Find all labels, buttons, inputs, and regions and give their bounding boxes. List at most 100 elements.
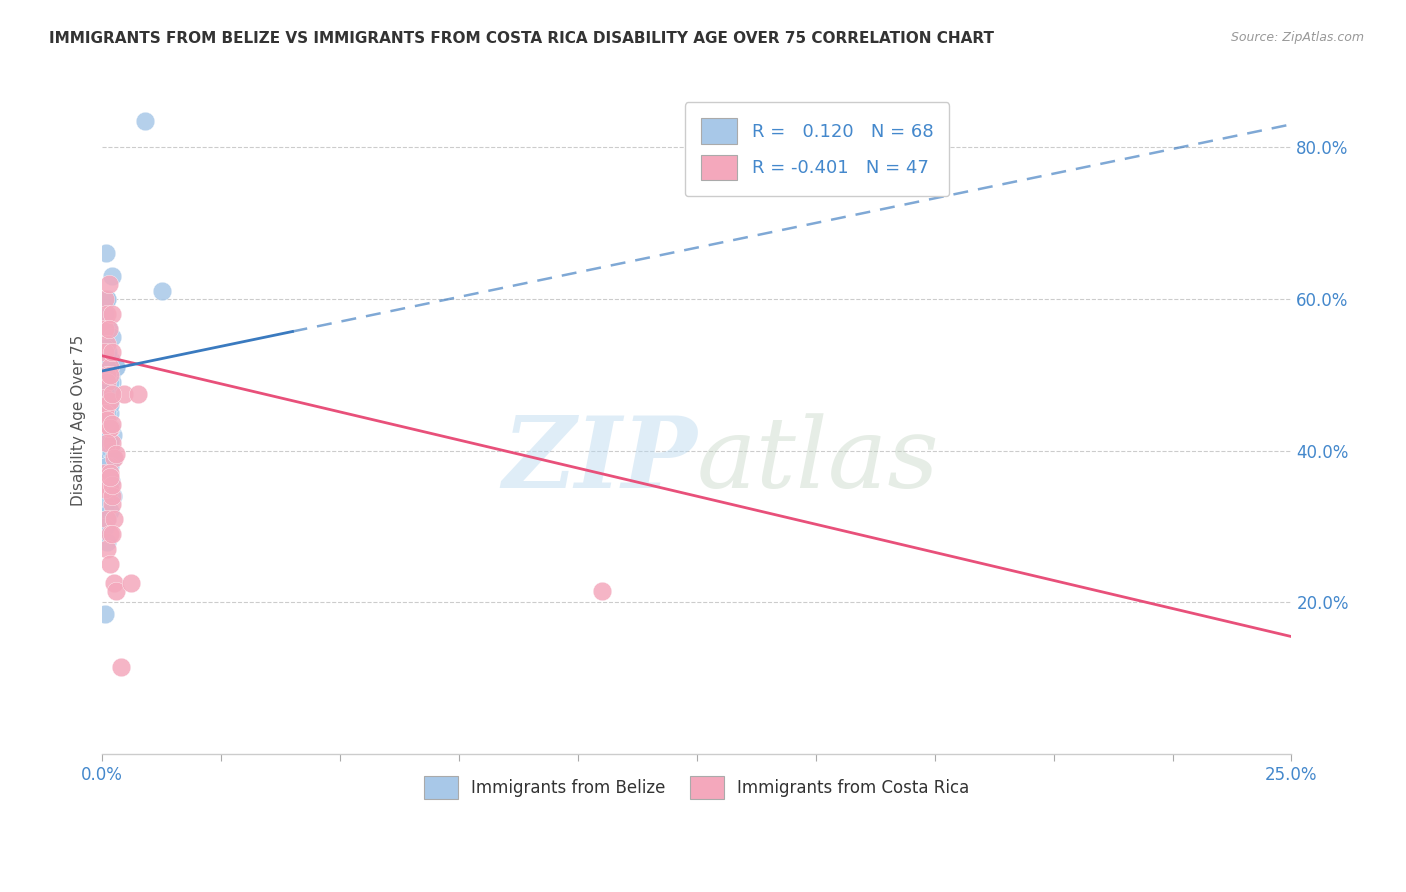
Point [96, 360, 118, 375]
Point [96, 360, 118, 375]
Point [100, 474, 122, 488]
Point [96, 428, 118, 442]
Point [98, 368, 121, 382]
Point [134, 113, 156, 128]
Point [96, 458, 118, 473]
Point [93, 428, 115, 442]
Point [98, 277, 121, 291]
Point [98, 470, 121, 484]
Text: atlas: atlas [697, 413, 939, 508]
Legend: Immigrants from Belize, Immigrants from Costa Rica: Immigrants from Belize, Immigrants from … [411, 763, 983, 813]
Point [150, 285, 173, 299]
Point [101, 489, 124, 503]
Point [96, 368, 118, 382]
Point [98, 322, 121, 336]
Point [93, 482, 115, 496]
Point [96, 436, 118, 450]
Point [100, 383, 122, 397]
Point [97, 391, 120, 405]
Point [96, 467, 118, 481]
Point [101, 428, 124, 442]
Point [98, 458, 121, 473]
Point [98, 398, 121, 412]
Point [93, 413, 115, 427]
Point [96, 376, 118, 390]
Point [94, 398, 117, 412]
Point [98, 360, 121, 375]
Point [93, 341, 115, 355]
Point [105, 360, 128, 375]
Point [98, 467, 121, 481]
Point [93, 337, 115, 351]
Point [100, 307, 122, 321]
Point [96, 292, 118, 306]
Point [96, 398, 118, 412]
Point [93, 474, 115, 488]
Point [96, 482, 118, 496]
Point [100, 269, 122, 284]
Point [98, 436, 121, 450]
Point [100, 345, 122, 359]
Point [96, 512, 118, 526]
Point [100, 497, 122, 511]
Point [98, 322, 121, 336]
Point [100, 386, 122, 401]
Point [100, 527, 122, 541]
Point [96, 534, 118, 549]
Point [100, 352, 122, 367]
Point [96, 458, 118, 473]
Point [96, 383, 118, 397]
Point [97, 398, 120, 412]
Point [96, 307, 118, 321]
Point [93, 467, 115, 481]
Point [94, 368, 117, 382]
Point [93, 383, 115, 397]
Point [96, 406, 118, 420]
Point [100, 417, 122, 431]
Point [93, 607, 115, 621]
Point [96, 413, 118, 427]
Point [98, 482, 121, 496]
Point [96, 421, 118, 435]
Point [103, 512, 125, 526]
Point [105, 360, 128, 375]
Point [93, 497, 115, 511]
Point [93, 352, 115, 367]
Point [93, 451, 115, 466]
Point [98, 376, 121, 390]
Point [96, 391, 118, 405]
Point [127, 386, 149, 401]
Point [100, 368, 122, 382]
Point [96, 337, 118, 351]
Point [94, 307, 117, 321]
Point [98, 394, 121, 409]
Point [112, 386, 135, 401]
Point [93, 482, 115, 496]
Point [94, 360, 117, 375]
Point [103, 451, 125, 466]
Point [96, 512, 118, 526]
Point [94, 322, 117, 336]
Point [98, 421, 121, 435]
Point [94, 246, 117, 260]
Point [98, 383, 121, 397]
Point [93, 376, 115, 390]
Point [96, 443, 118, 458]
Point [98, 527, 121, 541]
Point [98, 406, 121, 420]
Text: ZIP: ZIP [502, 412, 697, 508]
Point [101, 451, 124, 466]
Point [96, 292, 118, 306]
Point [96, 542, 118, 557]
Point [98, 421, 121, 435]
Point [96, 368, 118, 382]
Point [97, 345, 120, 359]
Y-axis label: Disability Age Over 75: Disability Age Over 75 [72, 334, 86, 506]
Point [98, 558, 121, 572]
Point [96, 458, 118, 473]
Point [100, 330, 122, 344]
Point [93, 292, 115, 306]
Point [105, 584, 128, 599]
Point [100, 477, 122, 491]
Text: IMMIGRANTS FROM BELIZE VS IMMIGRANTS FROM COSTA RICA DISABILITY AGE OVER 75 CORR: IMMIGRANTS FROM BELIZE VS IMMIGRANTS FRO… [49, 31, 994, 46]
